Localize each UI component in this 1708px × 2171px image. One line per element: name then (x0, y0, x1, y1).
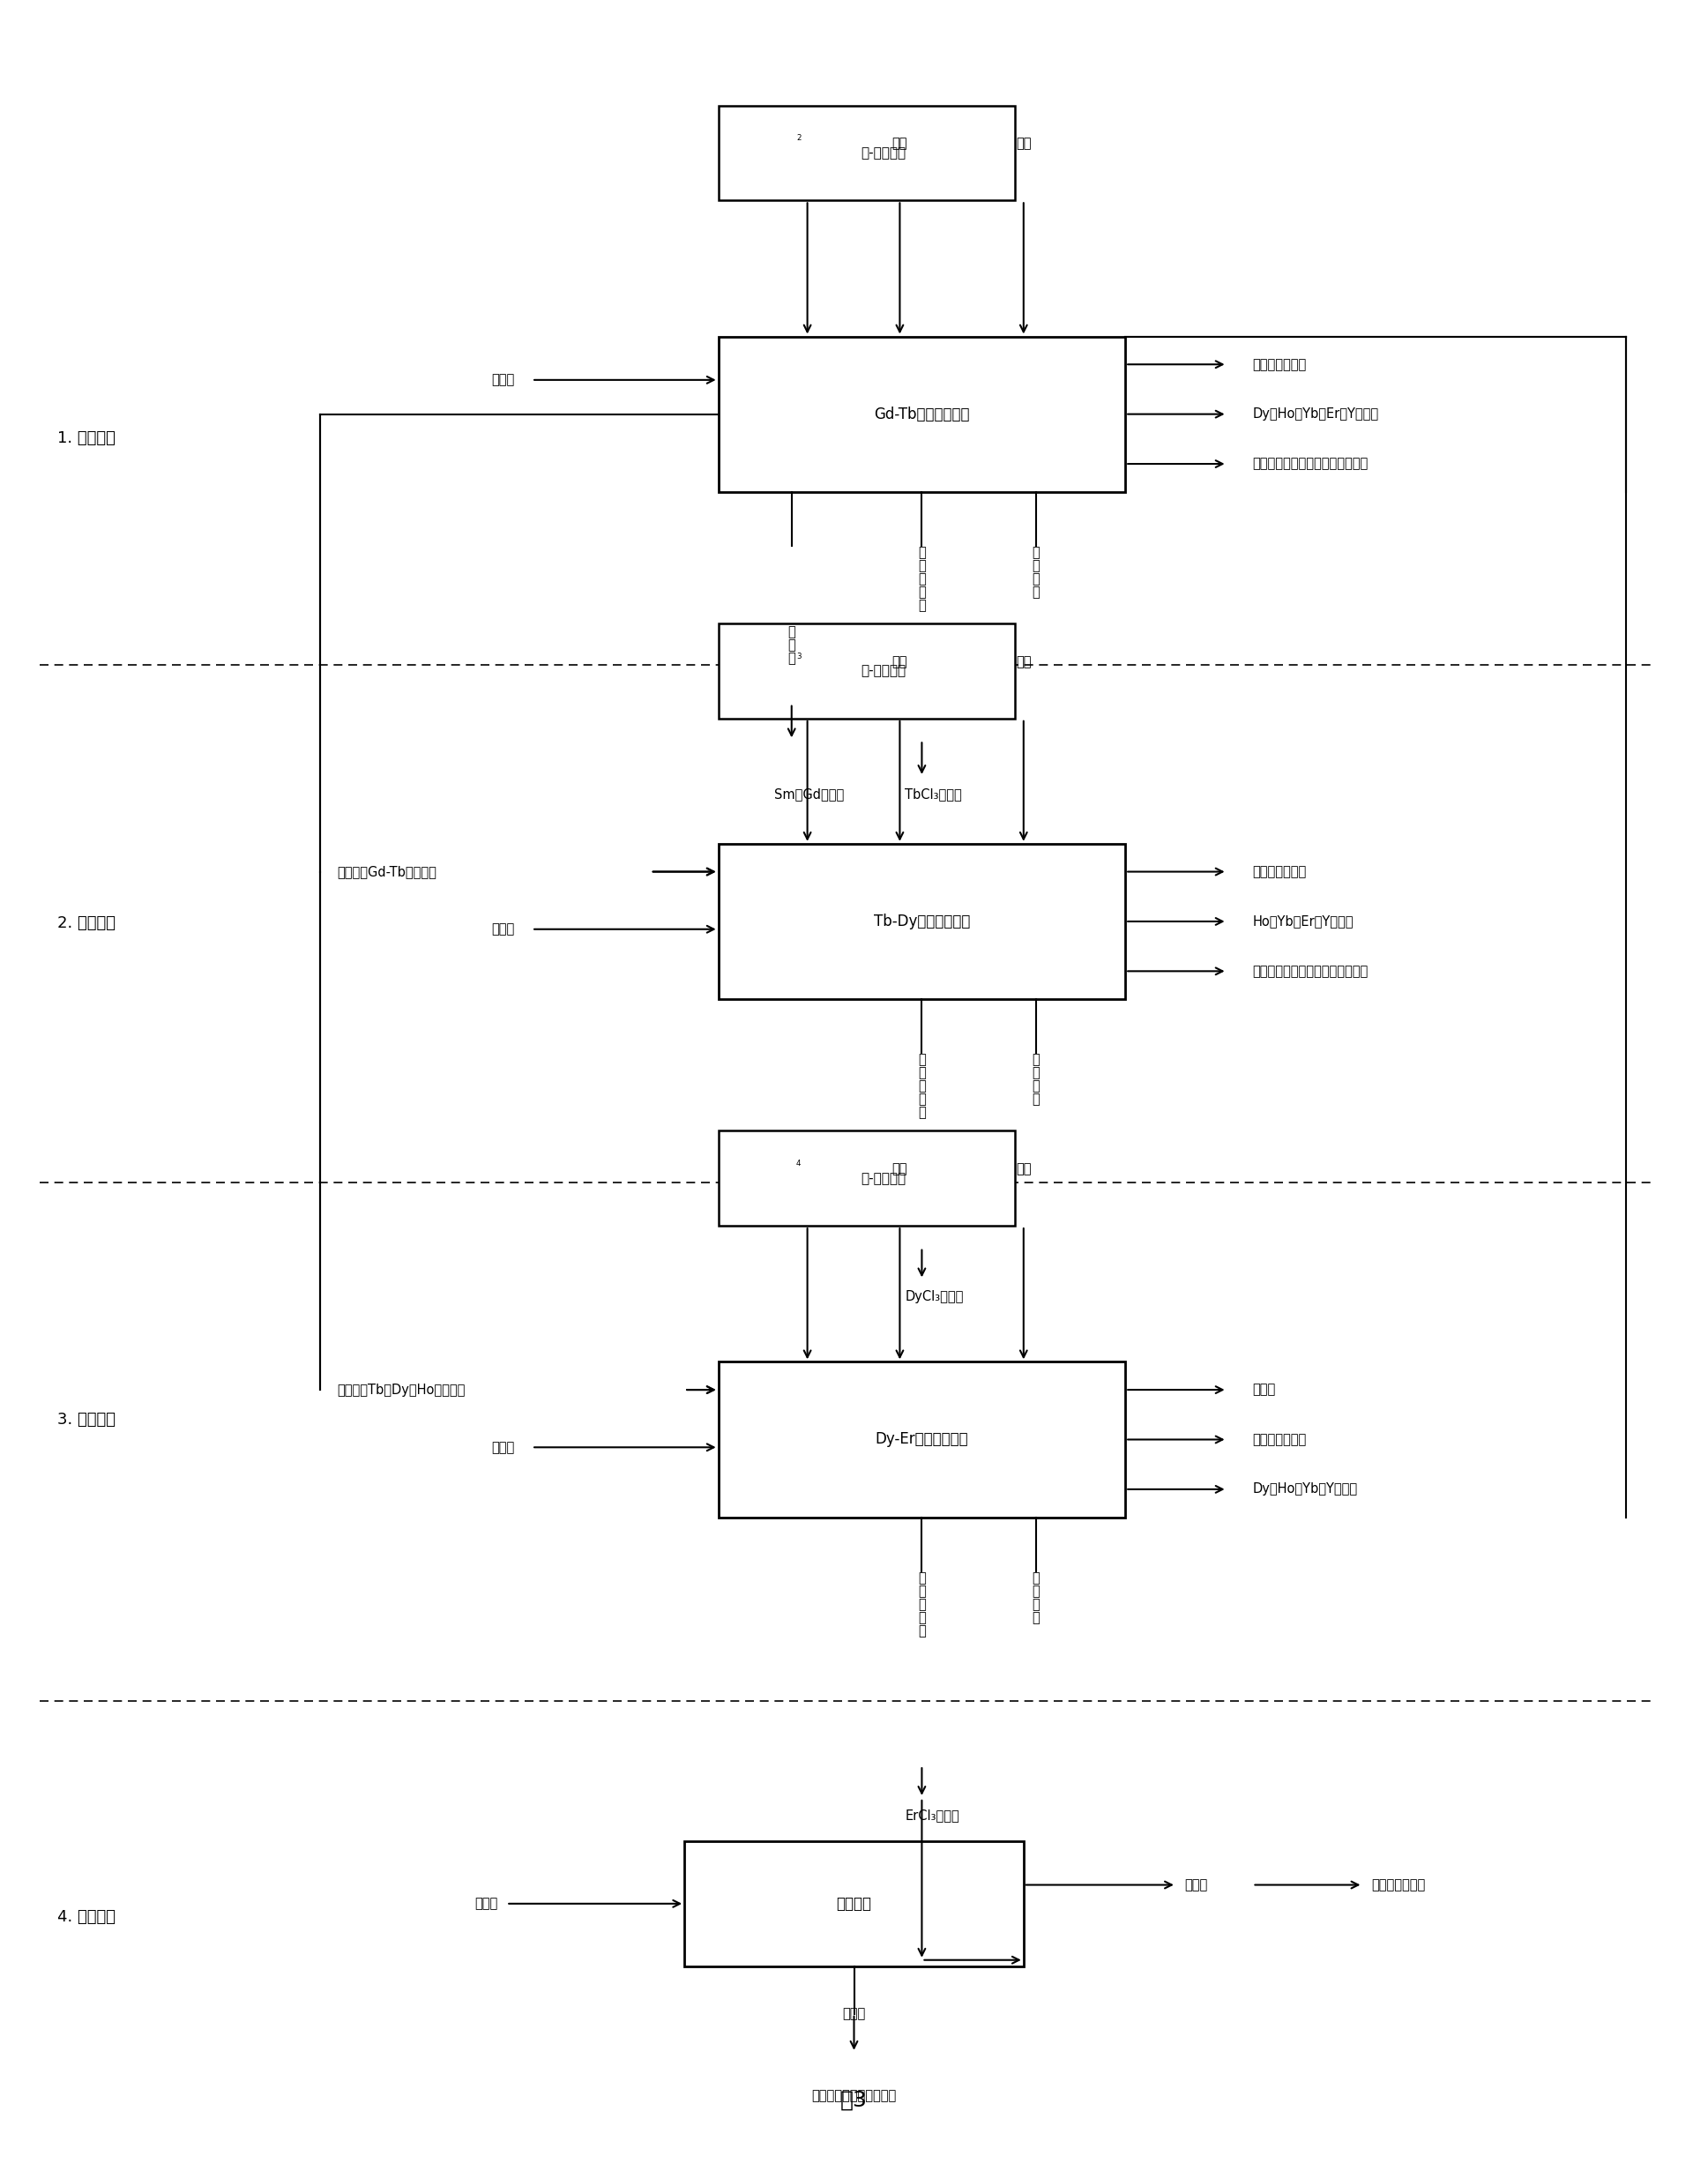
Text: Ho、Yb、Er、Y富集液: Ho、Yb、Er、Y富集液 (1252, 914, 1353, 927)
Text: 3. 提铒流程: 3. 提铒流程 (56, 1411, 114, 1429)
Text: 萃余液（Tb、Dy、Ho富集液）: 萃余液（Tb、Dy、Ho富集液） (336, 1383, 465, 1396)
Text: 4. 提钇流程: 4. 提钇流程 (56, 1908, 114, 1924)
Bar (685, 1841, 1023, 1967)
Text: 洗水: 洗水 (1016, 137, 1032, 150)
Text: 洗液: 洗液 (892, 137, 907, 150)
Text: 再生后循环利用: 再生后循环利用 (1372, 1878, 1424, 1891)
Text: 废水去蒸发浓缩: 废水去蒸发浓缩 (1252, 1433, 1307, 1446)
Text: 有机相（作为下一工序的萃取液）: 有机相（作为下一工序的萃取液） (1252, 964, 1368, 977)
Text: 中
间
出
口
液: 中 间 出 口 液 (917, 545, 926, 612)
Text: 萃取液: 萃取液 (492, 373, 514, 386)
Text: Tb-Dy超声分离萃取: Tb-Dy超声分离萃取 (873, 914, 970, 929)
Text: 反
萃
洗
液: 反 萃 洗 液 (1032, 1053, 1040, 1105)
Bar (719, 1361, 1126, 1518)
Text: 超声萃取: 超声萃取 (837, 1895, 871, 1913)
Text: $^4$: $^4$ (796, 1159, 803, 1170)
Text: 图3: 图3 (840, 2089, 868, 2110)
Text: 镝-钬富集物: 镝-钬富集物 (861, 664, 907, 677)
Text: 环烷酸: 环烷酸 (475, 1897, 499, 1910)
Text: 废水去蒸发浓缩: 废水去蒸发浓缩 (1252, 358, 1307, 371)
Text: Sm、Gd富集液: Sm、Gd富集液 (775, 788, 844, 801)
Text: 洗水: 洗水 (1016, 1161, 1032, 1175)
Text: 反
萃
洗
液: 反 萃 洗 液 (1032, 545, 1040, 599)
Text: 萃
余
液: 萃 余 液 (787, 625, 796, 664)
Text: 铒-钇富集物: 铒-钇富集物 (861, 1172, 907, 1185)
Text: 中
间
出
口
液: 中 间 出 口 液 (917, 1053, 926, 1120)
Text: 萃余液: 萃余液 (842, 2008, 866, 2021)
Text: 洗水: 洗水 (1016, 656, 1032, 669)
Text: 萃余液（Gd-Tb富集液）: 萃余液（Gd-Tb富集液） (336, 864, 436, 879)
Bar (719, 623, 1015, 719)
Text: 有机相（作为下一工序的萃取液）: 有机相（作为下一工序的萃取液） (1252, 458, 1368, 471)
Text: 钆-铽富集物: 钆-铽富集物 (861, 145, 907, 158)
Text: 萃取相: 萃取相 (1185, 1878, 1208, 1891)
Text: Gd-Tb超声分离萃取: Gd-Tb超声分离萃取 (874, 406, 970, 421)
Text: 去进一步分离精制回收钇: 去进一步分离精制回收钇 (811, 2089, 897, 2102)
Text: Dy-Er超声分离萃取: Dy-Er超声分离萃取 (874, 1431, 968, 1448)
Bar (719, 106, 1015, 200)
Text: 废水去蒸发浓缩: 废水去蒸发浓缩 (1252, 864, 1307, 879)
Text: 中
间
出
口
液: 中 间 出 口 液 (917, 1572, 926, 1637)
Bar (719, 845, 1126, 999)
Text: 洗液: 洗液 (892, 1161, 907, 1175)
Text: 2. 提镝流程: 2. 提镝流程 (56, 916, 114, 931)
Text: 萃取液: 萃取液 (492, 1442, 514, 1455)
Text: 洗液: 洗液 (892, 656, 907, 669)
Text: 萃取液: 萃取液 (492, 923, 514, 936)
Text: 1. 提铽流程: 1. 提铽流程 (56, 430, 114, 445)
Text: ErCl₃净化液: ErCl₃净化液 (905, 1808, 960, 1821)
Text: 反
萃
洗
液: 反 萃 洗 液 (1032, 1572, 1040, 1624)
Text: $^2$: $^2$ (796, 135, 801, 145)
Text: DyCl₃净化液: DyCl₃净化液 (905, 1290, 963, 1303)
Text: Dy、Ho、Yb、Er、Y富集液: Dy、Ho、Yb、Er、Y富集液 (1252, 408, 1378, 421)
Text: TbCl₃净化液: TbCl₃净化液 (905, 788, 962, 801)
Text: $^3$: $^3$ (796, 651, 803, 664)
Text: 有机相: 有机相 (1252, 1383, 1276, 1396)
Bar (719, 337, 1126, 493)
Text: Dy、Ho、Yb、Y富集液: Dy、Ho、Yb、Y富集液 (1252, 1483, 1358, 1496)
Bar (719, 1131, 1015, 1227)
